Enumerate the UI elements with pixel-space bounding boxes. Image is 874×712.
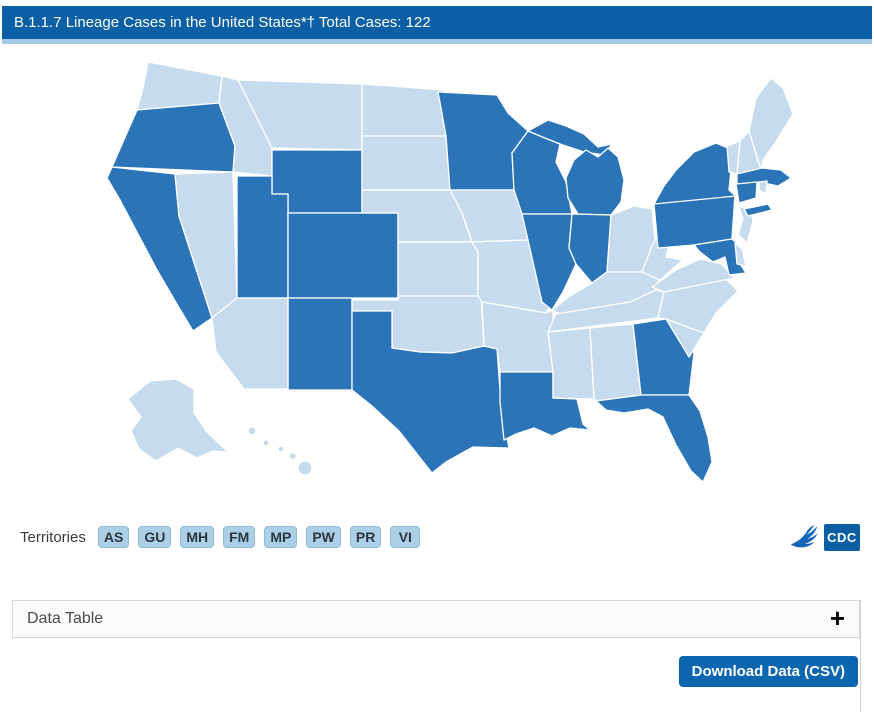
state-ri[interactable] [758, 180, 768, 195]
territory-gu[interactable]: GU [138, 526, 172, 548]
state-me[interactable] [748, 77, 794, 171]
expand-plus-icon[interactable]: + [829, 603, 845, 633]
state-ny-long-island[interactable] [743, 203, 773, 217]
state-de[interactable] [734, 242, 747, 267]
map-title: B.1.1.7 Lineage Cases in the United Stat… [14, 14, 431, 31]
state-hi-molokai[interactable] [277, 445, 285, 453]
data-table-accordion[interactable]: Data Table + [12, 600, 860, 638]
container-right-border [860, 600, 861, 712]
state-wv[interactable] [641, 232, 684, 281]
state-mi-lower[interactable] [565, 147, 625, 216]
state-ks[interactable] [397, 241, 479, 297]
data-table-label: Data Table [27, 610, 104, 627]
state-ct[interactable] [735, 181, 758, 204]
state-ms[interactable] [547, 327, 595, 400]
states-group [106, 61, 794, 483]
cdc-logo-box: CDC [824, 523, 860, 551]
territory-pr[interactable]: PR [349, 526, 382, 548]
state-md[interactable] [693, 238, 747, 276]
territory-fm[interactable]: FM [223, 526, 256, 548]
state-fl[interactable] [595, 394, 713, 483]
state-nm[interactable] [287, 297, 353, 391]
state-nd[interactable] [361, 83, 447, 137]
state-wa[interactable] [136, 61, 223, 111]
territory-mh[interactable]: MH [180, 526, 215, 548]
territory-pw[interactable]: PW [306, 526, 341, 548]
state-co[interactable] [287, 212, 399, 299]
state-az[interactable] [211, 297, 289, 390]
territory-vi[interactable]: VI [390, 526, 421, 548]
state-hi-kauai[interactable] [247, 426, 257, 436]
territory-mp[interactable]: MP [264, 526, 298, 548]
state-sd[interactable] [361, 135, 451, 191]
territories-label: Territories [20, 528, 86, 546]
state-in[interactable] [568, 213, 612, 284]
state-mi-upper[interactable] [527, 119, 613, 156]
state-or[interactable] [111, 102, 236, 173]
map-title-bar: B.1.1.7 Lineage Cases in the United Stat… [2, 6, 872, 44]
state-hi-oahu[interactable] [262, 439, 270, 447]
download-csv-button[interactable]: Download Data (CSV) [678, 656, 858, 687]
state-hi-hawaii[interactable] [297, 460, 313, 476]
state-hi-maui[interactable] [288, 451, 298, 461]
hhs-eagle-icon [790, 524, 818, 548]
cdc-logo: CDC [789, 520, 860, 554]
state-ut[interactable] [236, 175, 289, 299]
state-ak[interactable] [127, 378, 229, 462]
territory-as[interactable]: AS [97, 526, 130, 548]
territories-row: Territories AS GU MH FM MP PW PR VI [20, 526, 429, 548]
state-va[interactable] [651, 258, 735, 293]
